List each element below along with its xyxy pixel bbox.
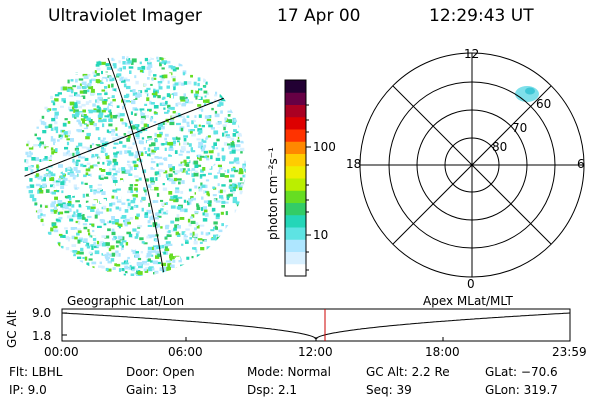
x-tick-0600: 06:00	[168, 345, 203, 359]
mlt-label-12: 12	[464, 47, 480, 61]
info-door: Door: Open	[126, 365, 195, 379]
info-mode: Mode: Normal	[247, 365, 331, 379]
info-glon: GLon: 319.7	[485, 383, 558, 397]
y-tick-1-8: 1.8	[32, 329, 52, 343]
polar-plot	[359, 52, 585, 278]
x-tick-1200: 12:00	[298, 345, 333, 359]
date-label: 17 Apr 00	[277, 6, 361, 26]
mlat-label-80: 80	[492, 140, 508, 154]
info-ip: IP: 9.0	[9, 383, 47, 397]
y-tick-9: 9.0	[32, 306, 52, 320]
mlt-label-6: 6	[577, 157, 585, 171]
instrument-title: Ultraviolet Imager	[48, 6, 202, 26]
altitude-timeline	[61, 308, 571, 342]
colorbar-label-10: 10	[313, 228, 329, 242]
info-filter: Flt: LBHL	[9, 365, 63, 379]
info-seq: Seq: 39	[366, 383, 412, 397]
mlt-label-0: 0	[467, 277, 475, 291]
color-scale-frame	[284, 79, 307, 277]
color-scale-bar	[285, 80, 306, 277]
time-label: 12:29:43 UT	[429, 6, 534, 26]
info-gain: Gain: 13	[126, 383, 177, 397]
info-dsp: Dsp: 2.1	[247, 383, 298, 397]
uv-image-disk	[24, 54, 246, 276]
gc-alt-axis-label: GC Alt	[5, 310, 19, 348]
mlat-label-70: 70	[512, 121, 528, 135]
geographic-grid	[24, 57, 233, 276]
colorbar-unit-label: photon cm⁻²s⁻¹	[266, 147, 280, 240]
x-tick-1800: 18:00	[425, 345, 460, 359]
colorbar-label-100: 100	[313, 140, 336, 154]
info-glat: GLat: −70.6	[485, 365, 558, 379]
x-tick-0000: 00:00	[44, 345, 79, 359]
mlt-label-18: 18	[346, 157, 362, 171]
x-tick-2359: 23:59	[552, 345, 587, 359]
mlat-label-60: 60	[536, 97, 552, 111]
info-gc-alt: GC Alt: 2.2 Re	[366, 365, 450, 379]
apex-caption: Apex MLat/MLT	[423, 294, 513, 308]
geographic-caption: Geographic Lat/Lon	[67, 294, 185, 308]
